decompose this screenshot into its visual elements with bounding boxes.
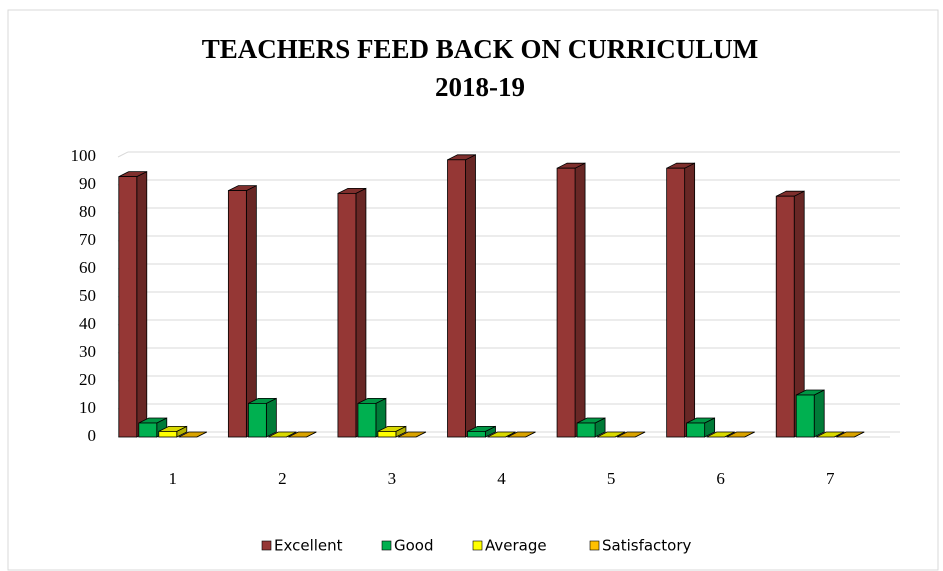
bar-3d [377,425,407,438]
bar-3d [467,425,496,438]
legend-swatch [472,540,483,551]
bar-side [265,397,277,438]
x-tick-label: 2 [278,469,287,488]
bar [377,430,397,438]
y-tick-label: 40 [79,314,96,333]
bar [556,167,576,438]
bar-top [836,431,865,438]
bar [138,422,158,438]
bar-3d [596,431,626,438]
bar-3d [337,187,367,438]
bar [118,176,138,438]
x-tick-label: 7 [826,469,835,488]
bar-top [487,431,516,438]
bar-3d [816,431,845,438]
legend-swatch [261,540,272,551]
bar-3d [726,431,755,438]
x-tick-label: 1 [169,469,178,488]
bar-3d [447,154,476,438]
bar-side [574,162,586,438]
bar-3d [576,417,606,438]
bar-top [816,431,845,438]
bar-3d [118,170,148,438]
bar-3d [397,431,427,438]
bar-3d [775,190,805,438]
bar-3d [795,389,825,438]
bar-top [397,431,427,438]
bar-side [136,170,148,438]
grid-wall [117,151,129,158]
bar [447,159,466,438]
y-tick-label: 10 [79,398,96,417]
legend-label: Excellent [274,537,343,555]
x-tick-label: 4 [497,469,506,488]
bar-3d [666,162,696,438]
legend-label: Good [394,537,434,555]
bar [158,430,178,438]
bar-top [706,431,735,438]
bar-top [616,431,646,438]
legend-swatch [381,540,392,551]
legend-swatch [589,540,600,551]
bar [686,422,706,438]
bar-3d [227,184,257,438]
y-tick-label: 100 [71,146,97,165]
bar-3d [487,431,516,438]
x-tick-label: 3 [388,469,397,488]
chart-title: TEACHERS FEED BACK ON CURRICULUM [202,34,759,64]
x-tick-label: 6 [716,469,725,488]
chart-subtitle: 2018-19 [435,72,525,102]
bar-3d [556,162,586,438]
y-tick-label: 80 [79,202,96,221]
bar [795,394,815,438]
bar-3d [178,431,207,438]
bar-3d [836,431,865,438]
legend-label: Average [485,537,547,555]
x-tick-label: 5 [607,469,616,488]
bar [357,402,377,438]
bar-side [245,184,257,438]
bar-3d [706,431,735,438]
bar-3d [616,431,646,438]
bar-3d [268,431,297,438]
y-tick-label: 20 [79,370,96,389]
bar-side [684,162,696,438]
y-tick-label: 60 [79,258,96,277]
bar-side [465,154,476,438]
bar-3d [507,431,536,438]
bar [576,422,596,438]
bar-3d [357,397,387,438]
bar-top [288,431,317,438]
bar-3d [158,425,188,438]
bar [227,190,247,438]
bar-top [268,431,297,438]
bar [247,402,267,438]
bar-top [726,431,755,438]
y-tick-label: 0 [88,426,97,445]
y-tick-label: 70 [79,230,96,249]
y-tick-label: 90 [79,174,96,193]
y-tick-label: 30 [79,342,96,361]
bar-3d [288,431,317,438]
bar-3d [686,417,716,438]
bar [666,167,686,438]
bar-top [507,431,536,438]
legend-label: Satisfactory [602,537,692,555]
bar-top [178,431,207,438]
bar [337,192,357,438]
bar-3d [247,397,277,438]
bar-side [813,389,825,438]
bar-top [596,431,626,438]
bar [467,430,486,438]
bar [775,195,795,438]
y-tick-label: 50 [79,286,96,305]
